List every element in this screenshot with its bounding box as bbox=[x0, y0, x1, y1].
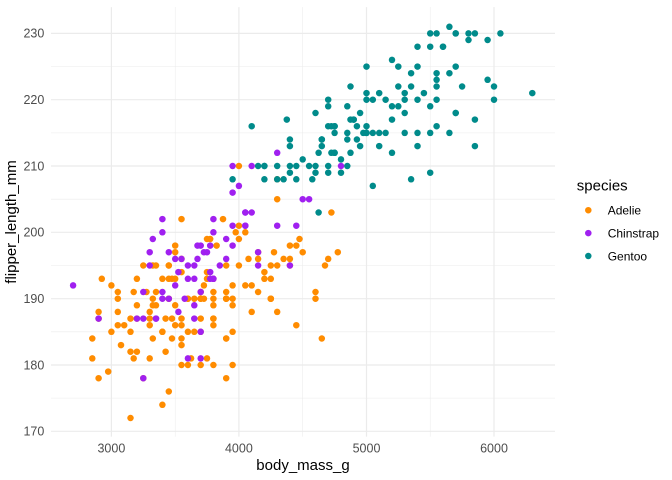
svg-text:6000: 6000 bbox=[480, 442, 508, 456]
svg-text:Adelie: Adelie bbox=[608, 204, 642, 218]
svg-text:180: 180 bbox=[23, 358, 44, 372]
svg-text:230: 230 bbox=[23, 27, 44, 41]
svg-text:200: 200 bbox=[23, 226, 44, 240]
svg-text:190: 190 bbox=[23, 292, 44, 306]
svg-text:3000: 3000 bbox=[97, 442, 125, 456]
svg-text:4000: 4000 bbox=[225, 442, 253, 456]
svg-text:220: 220 bbox=[23, 93, 44, 107]
svg-text:210: 210 bbox=[23, 159, 44, 173]
svg-text:170: 170 bbox=[23, 425, 44, 439]
svg-text:5000: 5000 bbox=[353, 442, 381, 456]
svg-text:species: species bbox=[577, 178, 628, 195]
svg-text:flipper_length_mm: flipper_length_mm bbox=[3, 160, 20, 283]
svg-text:body_mass_g: body_mass_g bbox=[256, 457, 349, 474]
svg-text:Chinstrap: Chinstrap bbox=[608, 226, 660, 240]
svg-text:Gentoo: Gentoo bbox=[608, 249, 648, 263]
